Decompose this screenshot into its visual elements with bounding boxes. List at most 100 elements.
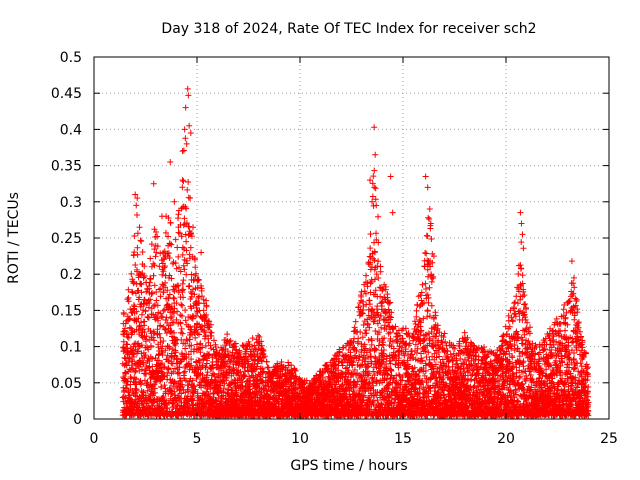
roti-point <box>361 288 368 295</box>
roti-point <box>147 276 154 283</box>
roti-point <box>164 287 171 294</box>
roti-point <box>146 283 153 290</box>
roti-point <box>136 294 143 301</box>
chart-title: Day 318 of 2024, Rate Of TEC Index for r… <box>161 21 536 37</box>
roti-point <box>163 314 170 321</box>
roti-point <box>371 167 378 174</box>
roti-point <box>164 405 171 412</box>
roti-point <box>171 288 178 295</box>
roti-point <box>142 352 149 359</box>
roti-point <box>162 229 169 236</box>
roti-point <box>158 383 165 390</box>
roti-point <box>173 300 180 307</box>
roti-point <box>141 296 148 303</box>
roti-point <box>168 303 175 310</box>
roti-point <box>130 353 137 360</box>
roti-point <box>148 291 155 298</box>
roti-point <box>153 228 160 235</box>
roti-point <box>367 231 374 238</box>
roti-point <box>164 352 171 359</box>
roti-point <box>179 330 186 337</box>
roti-point <box>183 220 190 227</box>
roti-point <box>154 233 161 240</box>
roti-point <box>130 302 137 309</box>
roti-point <box>172 341 179 348</box>
roti-point <box>189 224 196 231</box>
roti-point <box>150 272 157 279</box>
roti-point <box>131 303 138 310</box>
roti-point <box>153 289 160 296</box>
roti-point <box>166 255 173 262</box>
roti-point <box>140 359 147 366</box>
roti-point <box>176 375 183 382</box>
roti-point <box>166 291 173 298</box>
roti-point <box>138 281 145 288</box>
roti-point <box>178 233 185 240</box>
roti-point <box>161 373 168 380</box>
roti-point <box>181 215 188 222</box>
roti-point <box>182 307 189 314</box>
roti-point <box>140 274 147 281</box>
roti-point <box>255 332 262 339</box>
roti-point <box>208 365 215 372</box>
roti-point <box>184 402 191 409</box>
roti-point <box>131 233 138 240</box>
roti-point <box>168 275 175 282</box>
roti-point <box>171 305 178 312</box>
roti-point <box>183 354 190 361</box>
roti-point <box>173 397 180 404</box>
roti-point <box>153 249 160 256</box>
roti-point <box>126 316 133 323</box>
roti-point <box>369 193 376 200</box>
roti-point <box>357 362 364 369</box>
roti-point <box>121 325 128 332</box>
roti-point <box>161 363 168 370</box>
roti-point <box>178 312 185 319</box>
data-points <box>119 85 592 419</box>
roti-point <box>133 308 140 315</box>
roti-point <box>179 280 186 287</box>
roti-point <box>373 230 380 237</box>
roti-point <box>132 262 139 269</box>
roti-point <box>210 337 217 344</box>
roti-point <box>120 311 127 318</box>
roti-point <box>426 284 433 291</box>
roti-point <box>160 338 167 345</box>
roti-point <box>188 342 195 349</box>
roti-point <box>159 360 166 367</box>
roti-point <box>208 329 215 336</box>
roti-point <box>167 219 174 226</box>
roti-point <box>150 372 157 379</box>
roti-point <box>224 331 231 338</box>
roti-point <box>174 308 181 315</box>
roti-point <box>134 230 141 237</box>
roti-point <box>140 389 147 396</box>
roti-point <box>151 282 158 289</box>
roti-point <box>180 286 187 293</box>
roti-point <box>143 370 150 377</box>
roti-point <box>125 334 132 341</box>
roti-point <box>170 294 177 301</box>
roti-point <box>165 366 172 373</box>
roti-point <box>162 347 169 354</box>
roti-point <box>184 260 191 267</box>
roti-point <box>180 262 187 269</box>
roti-point <box>124 378 131 385</box>
roti-point <box>162 326 169 333</box>
roti-point <box>162 317 169 324</box>
roti-point <box>166 345 173 352</box>
roti-point <box>185 283 192 290</box>
roti-point <box>182 377 189 384</box>
roti-point <box>166 240 173 247</box>
roti-point <box>367 280 374 287</box>
roti-point <box>367 245 374 252</box>
roti-point <box>134 405 141 412</box>
roti-point <box>125 330 132 337</box>
roti-point <box>151 246 158 253</box>
roti-point <box>138 319 145 326</box>
roti-point <box>123 362 130 369</box>
roti-point <box>171 295 178 302</box>
roti-point <box>176 264 183 271</box>
roti-point <box>176 230 183 237</box>
